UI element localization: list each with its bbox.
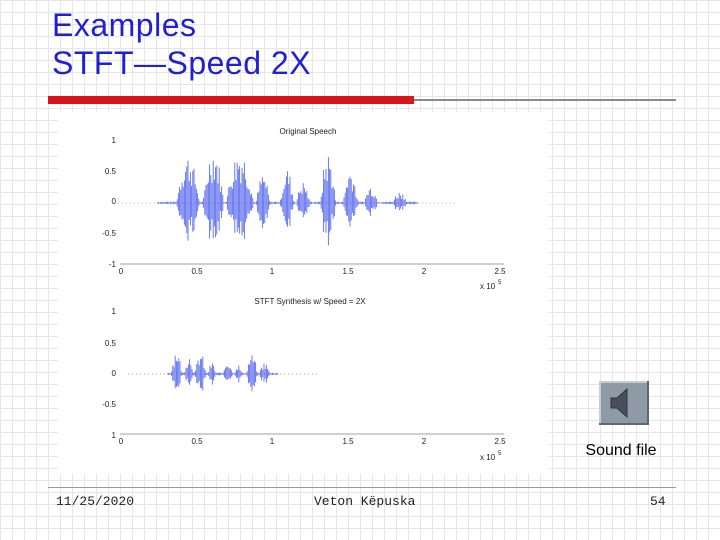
bottom-ytick-neg0.5: -0.5 bbox=[102, 400, 116, 409]
waveform-figure: Original Speech 1 0.5 0 -0.5 -1 0 0.5 1 … bbox=[58, 112, 548, 474]
sound-file-label[interactable]: Sound file bbox=[585, 442, 657, 459]
speaker-icon bbox=[610, 387, 628, 419]
footer-date: 11/25/2020 bbox=[56, 494, 135, 509]
top-panel-title: Original Speech bbox=[280, 127, 337, 136]
title-divider-rule bbox=[414, 99, 676, 101]
top-ytick-1: 1 bbox=[112, 136, 117, 145]
bottom-xtick-1.5: 1.5 bbox=[342, 437, 354, 446]
bottom-ytick-last: 1 bbox=[112, 431, 117, 440]
stft-synthesis-waveform bbox=[128, 355, 318, 392]
bottom-xtick-0: 0 bbox=[119, 437, 124, 446]
top-xtick-2: 2 bbox=[422, 267, 427, 276]
bottom-ytick-0.5: 0.5 bbox=[105, 339, 117, 348]
title-accent-rule bbox=[48, 96, 414, 104]
bottom-xtick-0.5: 0.5 bbox=[191, 437, 203, 446]
bottom-ytick-1: 1 bbox=[112, 307, 117, 316]
top-xtick-0.5: 0.5 bbox=[191, 267, 203, 276]
figure-background bbox=[58, 112, 548, 474]
bottom-panel: STFT Synthesis w/ Speed = 2X 1 0.5 0 -0.… bbox=[102, 297, 506, 462]
original-speech-waveform bbox=[118, 157, 458, 246]
top-panel: Original Speech 1 0.5 0 -0.5 -1 0 0.5 1 … bbox=[102, 127, 506, 291]
top-ytick-0: 0 bbox=[112, 197, 117, 206]
top-xtick-1: 1 bbox=[270, 267, 275, 276]
top-ytick-neg1: -1 bbox=[109, 260, 117, 269]
top-ytick-0.5: 0.5 bbox=[105, 167, 117, 176]
top-x-exponent: 5 bbox=[498, 280, 502, 286]
bottom-xtick-2: 2 bbox=[422, 437, 427, 446]
top-xtick-1.5: 1.5 bbox=[342, 267, 354, 276]
sound-file-button[interactable] bbox=[599, 381, 649, 425]
top-x-multiplier: x 10 bbox=[480, 282, 496, 291]
bottom-xtick-1: 1 bbox=[270, 437, 275, 446]
bottom-x-multiplier: x 10 bbox=[480, 453, 496, 462]
bottom-panel-title: STFT Synthesis w/ Speed = 2X bbox=[254, 297, 366, 306]
footer-rule bbox=[48, 487, 676, 488]
bottom-x-exponent: 5 bbox=[498, 451, 502, 457]
bottom-xtick-2.5: 2.5 bbox=[494, 437, 506, 446]
bottom-ytick-0: 0 bbox=[112, 369, 117, 378]
top-xtick-0: 0 bbox=[119, 267, 124, 276]
slide-number: 54 bbox=[650, 494, 666, 509]
footer-author: Veton Këpuska bbox=[314, 494, 416, 509]
waveform-plot: Original Speech 1 0.5 0 -0.5 -1 0 0.5 1 … bbox=[58, 112, 548, 474]
top-ytick-neg0.5: -0.5 bbox=[102, 229, 116, 238]
top-xtick-2.5: 2.5 bbox=[494, 267, 506, 276]
slide-title: Examples STFT—Speed 2X bbox=[52, 7, 312, 81]
